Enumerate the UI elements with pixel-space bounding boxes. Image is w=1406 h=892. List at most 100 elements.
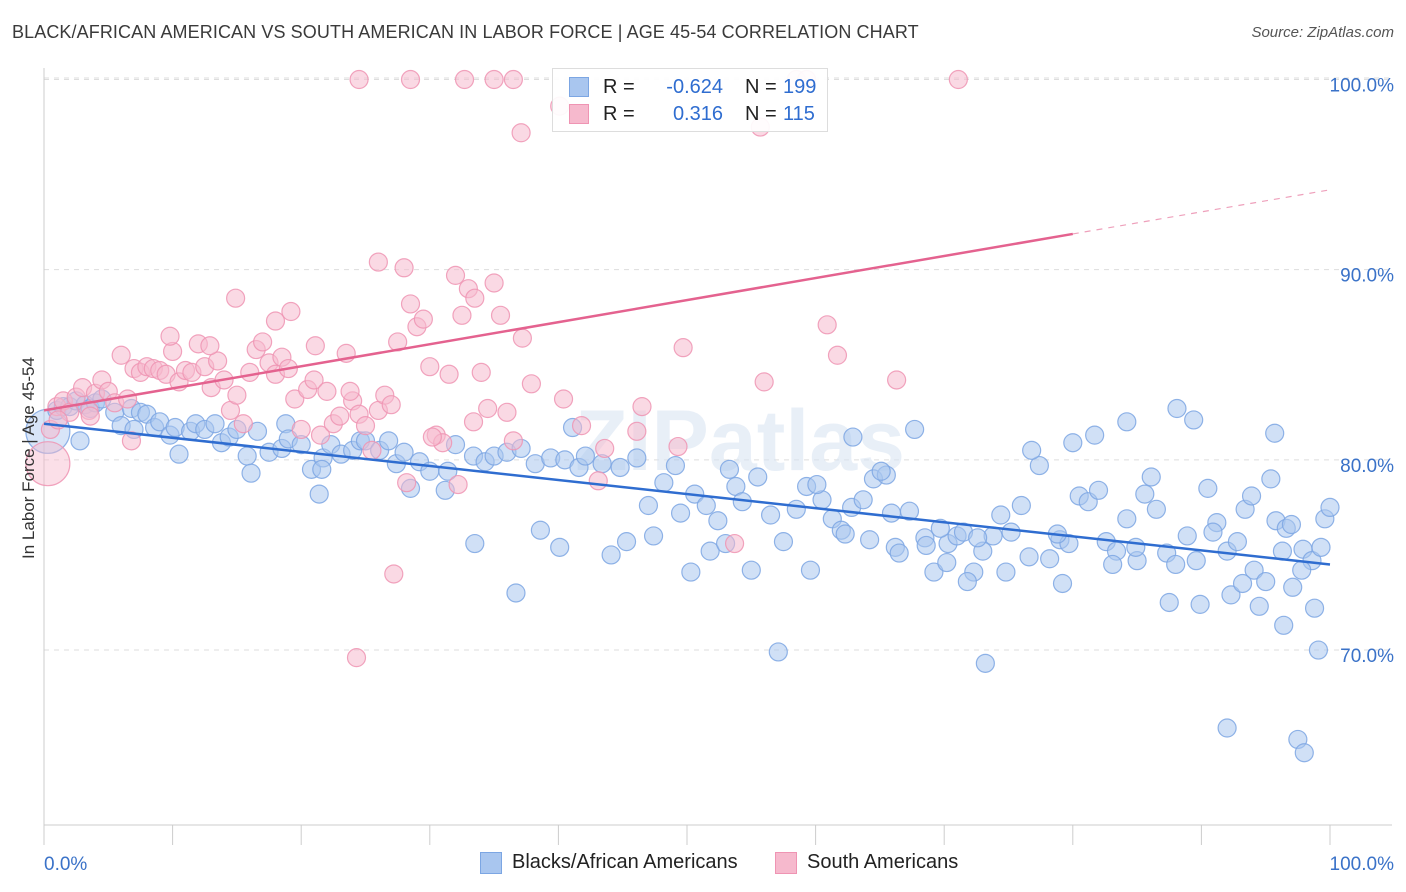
pink-point <box>484 69 504 90</box>
pink-point <box>503 69 523 90</box>
pink-point <box>362 440 382 460</box>
blue-point <box>696 495 716 516</box>
trend-line-blacks <box>43 422 1331 566</box>
pink-point <box>454 69 475 90</box>
blue-point <box>530 520 550 540</box>
pink-point <box>512 328 532 348</box>
pink-point <box>511 123 531 143</box>
pink-point <box>160 326 180 346</box>
pink-point <box>310 425 331 445</box>
pink-point <box>490 305 511 325</box>
legend-r-value: 0.316 <box>672 102 723 125</box>
blue-point <box>379 431 399 451</box>
blue-point <box>665 455 686 476</box>
pink-point <box>439 364 459 384</box>
pink-point <box>305 336 325 356</box>
y-tick-label: 90.0% <box>1340 266 1394 287</box>
pink-point <box>265 311 286 331</box>
trend-lines <box>43 189 1331 566</box>
blue-point <box>70 431 90 451</box>
pink-point <box>503 431 523 451</box>
pink-point <box>368 252 388 272</box>
blue-point <box>1088 480 1109 500</box>
blue-point <box>654 473 674 493</box>
blue-point <box>924 562 944 582</box>
pink-point <box>471 362 491 382</box>
pink-point <box>827 345 848 365</box>
pink-point <box>200 336 220 356</box>
blue-point <box>1265 423 1285 443</box>
pink-point <box>121 431 142 451</box>
pink-point <box>478 398 498 419</box>
blue-point <box>1159 592 1179 613</box>
pink-point <box>521 374 541 394</box>
pink-point <box>448 474 468 495</box>
bottom-legend-swatch-pink <box>775 851 797 874</box>
blue-point <box>1022 440 1042 460</box>
blue-point <box>1085 425 1105 445</box>
blue-point <box>1052 573 1073 594</box>
blue-point <box>1198 478 1218 498</box>
bottom-legend-label: Blacks/African Americans <box>512 851 738 873</box>
blue-point <box>601 545 621 565</box>
blue-point <box>1184 410 1204 430</box>
pink-point <box>553 389 574 409</box>
pink-point <box>25 441 71 487</box>
blue-point <box>786 499 806 519</box>
blue-point <box>1063 433 1083 453</box>
blue-point <box>1294 743 1314 763</box>
blue-point <box>1311 537 1331 557</box>
blue-point <box>638 495 659 516</box>
blue-point <box>465 533 485 554</box>
blue-point <box>1146 499 1166 519</box>
blue-point <box>700 541 720 561</box>
pink-point <box>724 533 745 554</box>
pink-point <box>227 385 247 405</box>
bottom-legend-item-blacks[interactable]: Blacks/African Americans <box>480 851 738 874</box>
blue-point <box>550 537 570 557</box>
legend-n-value: 115 <box>783 102 815 125</box>
pink-point <box>571 416 592 436</box>
pink-point <box>627 421 647 441</box>
legend-r-label: R = <box>603 75 635 98</box>
stats-legend-row-pink: R = 0.316 N = 115 <box>569 101 815 127</box>
blue-point <box>930 518 950 538</box>
blue-point <box>1126 537 1146 557</box>
y-tick-label: 100.0% <box>1330 76 1395 97</box>
bottom-legend-item-south-americans[interactable]: South Americans <box>775 851 958 874</box>
pink-point <box>445 265 466 285</box>
legend-swatch-pink <box>569 104 589 124</box>
pink-point <box>384 564 404 584</box>
blue-point <box>996 562 1016 582</box>
blue-point <box>1186 551 1206 571</box>
blue-point <box>169 444 189 464</box>
blue-point <box>1232 573 1253 594</box>
blue-point <box>670 503 691 523</box>
blue-point <box>1249 596 1269 616</box>
blue-point <box>800 560 821 580</box>
axes <box>43 68 1392 845</box>
legend-n-label: N = <box>745 102 777 125</box>
blue-point <box>309 484 329 504</box>
blue-point <box>643 526 664 546</box>
blue-point <box>860 530 880 550</box>
pink-point <box>420 357 440 377</box>
blue-point <box>741 560 761 580</box>
pink-point <box>117 389 138 409</box>
pink-point <box>111 345 131 365</box>
blue-point <box>1001 522 1021 542</box>
y-tick-label: 70.0% <box>1340 646 1394 667</box>
stats-legend-row-blue: R = -0.624 N = 199 <box>569 74 816 100</box>
blue-point <box>1166 554 1186 575</box>
pink-point <box>668 436 688 457</box>
blue-point <box>975 653 995 673</box>
bottom-legend-swatch-blue <box>480 851 502 874</box>
series-south-americans-points <box>25 69 968 668</box>
blue-point <box>1256 571 1276 592</box>
pink-point <box>285 389 305 409</box>
pink-point <box>948 69 968 90</box>
pink-point <box>413 309 433 329</box>
blue-point <box>881 503 902 523</box>
blue-point <box>1292 560 1312 580</box>
